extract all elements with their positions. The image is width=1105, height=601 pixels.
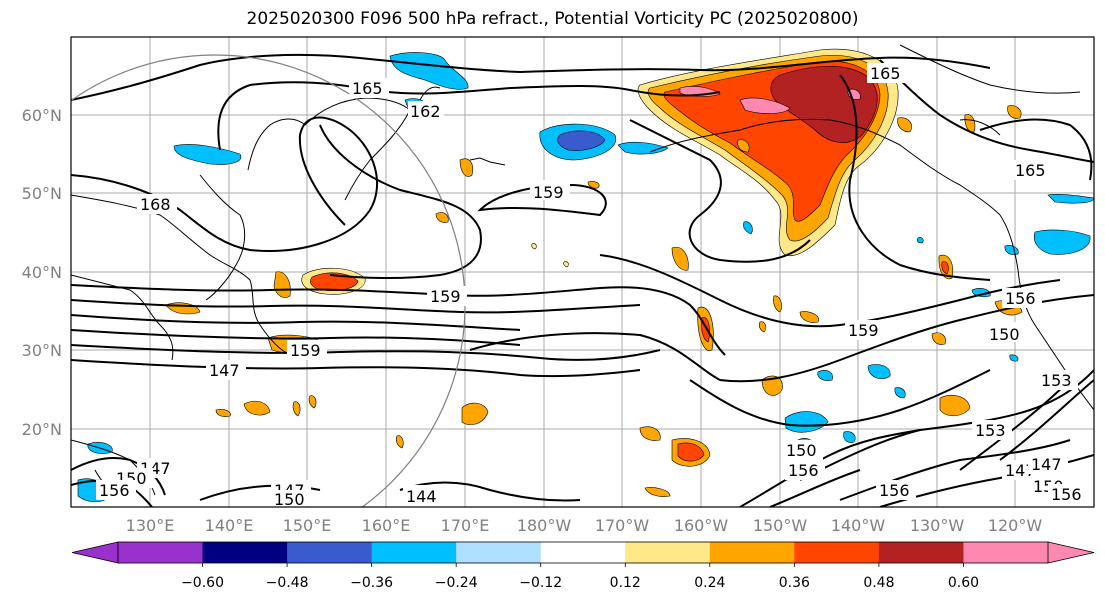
colorbar-tick-label: −0.60 [181,575,224,591]
lat-label: 50°N [22,184,62,203]
colorbar-tick-label: 0.24 [694,575,725,591]
lat-label: 30°N [22,341,62,360]
lon-label: 140°E [205,516,254,535]
lon-label: 160°E [362,516,411,535]
contour-label: 165 [1015,161,1046,180]
colorbar-segment [202,542,288,563]
contour-label: 159 [290,341,321,360]
colorbar-segment [625,542,711,563]
contour-label: 168 [140,195,171,214]
colorbar-arrow-right [1047,541,1095,564]
contour-label: 156 [99,481,130,500]
projection-circle [71,54,466,507]
colorbar-tick-label: −0.24 [435,575,478,591]
contour-labels: 165 162 165 168 159 159 165 159 159 156 … [96,63,1088,509]
lon-label: 150°E [283,516,332,535]
colorbar-segment [878,542,964,563]
contour-label: 147 [1031,455,1062,474]
colorbar-tick-label: 0.48 [863,575,894,591]
colorbar [71,541,1095,567]
contour-label: 159 [848,321,879,340]
colorbar-tick-label: 0.12 [610,575,641,591]
contour-label: 159 [533,183,564,202]
contour-label: 162 [410,102,441,121]
colorbar-segment [456,542,542,563]
lon-label: 120°W [988,516,1043,535]
contour-label: 150 [786,441,817,460]
colorbar-segment [709,542,795,563]
colorbar-tick-label: −0.36 [350,575,393,591]
colorbar-segment [287,542,373,563]
lon-label: 170°W [595,516,650,535]
colorbar-segment [794,542,880,563]
contour-label: 153 [1041,371,1072,390]
contour-label: 165 [870,64,901,83]
colorbar-tick-label: −0.48 [266,575,309,591]
lon-label: 180°W [517,516,572,535]
colorbar-segment [371,542,457,563]
refractivity-contours [71,53,1094,507]
lon-label: 150°W [753,516,808,535]
contour-label: 153 [975,421,1006,440]
colorbar-arrow-left [71,541,119,564]
colorbar-segment [118,542,204,563]
contour-label: 156 [788,461,819,480]
colorbar-tick-labels: −0.60 −0.48 −0.36 −0.24 −0.12 0.12 0.24 … [181,575,979,591]
contour-label: 150 [274,490,305,509]
contour-label: 156 [879,481,910,500]
lon-label: 140°W [831,516,886,535]
lon-label: 170°E [441,516,490,535]
contour-label: 156 [1051,485,1082,504]
colorbar-tick-label: 0.60 [948,575,979,591]
lat-label: 20°N [22,420,62,439]
longitude-labels: 130°E 140°E 150°E 160°E 170°E 180°W 170°… [126,516,1043,535]
colorbar-segment [963,542,1049,563]
map-title: 2025020300 F096 500 hPa refract., Potent… [246,9,859,29]
colorbar-segment [540,542,626,563]
colorbar-outline [117,541,1049,564]
contour-label: 147 [1005,461,1036,480]
contour-label: 144 [406,487,437,506]
colorbar-tick-label: −0.12 [519,575,562,591]
map-gridlines [71,37,1094,507]
colorbar-tick-label: 0.36 [779,575,810,591]
contour-label: 150 [989,325,1020,344]
lat-label: 60°N [22,106,62,125]
lon-label: 130°E [126,516,175,535]
map-frame [70,36,1095,508]
contour-label: 159 [430,287,461,306]
contour-label: 147 [209,361,240,380]
lon-label: 160°W [674,516,729,535]
contour-label: 165 [352,79,383,98]
latitude-labels: 60°N 50°N 40°N 30°N 20°N [22,106,62,439]
lat-label: 40°N [22,263,62,282]
contour-label: 156 [1005,289,1036,308]
lon-label: 130°W [910,516,965,535]
